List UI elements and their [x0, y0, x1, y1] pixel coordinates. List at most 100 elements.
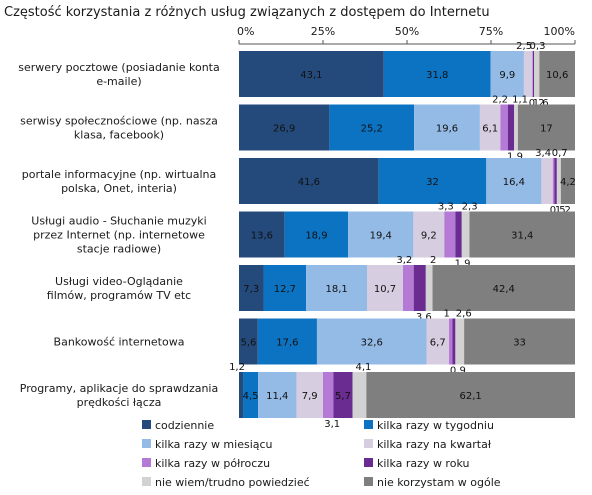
category-label: stacje radiowe): [77, 243, 161, 256]
legend-swatch: [142, 420, 151, 429]
category-label: Usługi audio - Słuchanie muzyki: [31, 215, 206, 228]
category-label: serwery pocztowe (posiadanie konta: [18, 61, 219, 74]
bar-segment: [366, 372, 575, 418]
legend-label: kilka razy w miesiącu: [155, 438, 273, 451]
bar-segment: [414, 104, 480, 151]
bar-segment: [517, 104, 575, 151]
bar-segment: [534, 51, 540, 97]
legend-label: nie wiem/trudno powiedzieć: [155, 476, 310, 489]
legend-label: kilka razy w roku: [377, 457, 469, 470]
legend-item: kilka razy w roku: [364, 457, 469, 470]
bar-segment: [507, 104, 515, 151]
bar-segment: [464, 318, 575, 365]
bar-segment: [239, 51, 384, 97]
data-label: 1: [443, 309, 449, 320]
bar-segment: [329, 104, 415, 151]
bar-segment: [348, 211, 414, 258]
bar-segment: [352, 372, 367, 418]
data-label: 2: [430, 255, 436, 266]
data-label: 41,6: [298, 177, 320, 188]
category-labels: serwery pocztowe (posiadanie kontae-mail…: [18, 61, 219, 409]
data-label: 19,4: [370, 231, 392, 242]
data-label: 32,6: [361, 338, 383, 349]
data-label: 10,6: [546, 70, 568, 81]
data-label: 42,4: [493, 284, 515, 295]
data-label: 2,6: [456, 309, 472, 320]
bar-segment: [449, 318, 453, 365]
data-label: 3,3: [438, 202, 454, 213]
bar-segment: [432, 265, 575, 311]
data-label: 13,6: [251, 231, 273, 242]
data-label: 3,1: [324, 419, 340, 430]
data-label: 5,7: [335, 391, 351, 402]
data-label: 1,9: [507, 152, 523, 163]
bar-segment: [258, 372, 297, 418]
legend-item: codziennie: [142, 419, 214, 432]
data-label: 0,2: [529, 98, 545, 109]
bar-segment: [239, 211, 285, 258]
legend-label: kilka razy na kwartał: [377, 438, 492, 451]
data-label: 3,2: [396, 255, 412, 266]
data-label: 16,4: [503, 177, 525, 188]
legend-item: nie korzystam w ogóle: [364, 476, 501, 489]
data-label: 11,4: [266, 391, 288, 402]
bar-segment: [425, 265, 433, 311]
bar-segment: [532, 51, 533, 97]
data-label: 6,1: [482, 124, 498, 135]
bar-segment: [316, 318, 427, 365]
data-label: 3,6: [416, 312, 432, 323]
legend: codziennie kilka razy w tygodniu kilka raz…: [142, 419, 501, 489]
x-tick-label: 50%: [395, 25, 419, 38]
data-label: 9,9: [499, 70, 515, 81]
data-label: 18,1: [325, 284, 347, 295]
category-label: klasa, facebook): [74, 129, 164, 142]
bar-segment: [490, 51, 524, 97]
data-label: 32: [426, 177, 439, 188]
data-label: 26,9: [273, 124, 295, 135]
x-axis: 0% 25% 50% 75% 100%: [237, 25, 576, 45]
legend-swatch: [364, 458, 373, 467]
x-tick-label: 0%: [237, 25, 254, 38]
data-label: 2,3: [462, 202, 478, 213]
data-label: 4,2: [560, 177, 576, 188]
category-label: polska, Onet, interia): [61, 182, 177, 195]
bar-segment: [461, 211, 470, 258]
bar-segment: [469, 211, 575, 258]
data-label: 5,6: [240, 338, 256, 349]
data-label: 0,5: [550, 205, 566, 216]
bar-segment: [383, 51, 491, 97]
data-label: 2,5: [516, 41, 532, 52]
bar-segment: [402, 265, 414, 311]
category-label: Programy, aplikacje do sprawdzania: [20, 382, 218, 395]
bar-segment: [378, 158, 487, 204]
data-label: 2,2: [492, 95, 508, 106]
legend-item: kilka razy na kwartał: [364, 438, 492, 451]
category-label: filmów, programów TV etc: [47, 289, 191, 302]
legend-item: kilka razy w tygodniu: [364, 419, 494, 432]
data-label: 9,2: [421, 231, 437, 242]
data-label: 62,1: [460, 391, 482, 402]
data-label: 4,1: [356, 362, 372, 373]
legend-swatch: [364, 477, 373, 486]
bar-segment: [333, 372, 353, 418]
legend-item: kilka razy w miesiącu: [142, 438, 273, 451]
category-label: prędkości łącza: [77, 396, 162, 409]
data-label: 0,9: [450, 366, 466, 377]
bar-segment: [556, 158, 561, 204]
data-label: 31,8: [426, 70, 448, 81]
bar-segment: [323, 372, 334, 418]
category-label: przez Internet (np. internetowe: [33, 229, 205, 242]
data-label: 0,3: [530, 41, 546, 52]
data-label: 12,7: [274, 284, 296, 295]
bar-segment: [426, 318, 449, 365]
legend-item: kilka razy w półroczu: [142, 457, 270, 470]
category-label: serwisy społecznościowe (np. nasza: [20, 115, 218, 128]
bar-segment: [306, 265, 368, 311]
bar-segment: [554, 158, 557, 204]
chart-title: Częstość korzystania z różnych usług zwi…: [4, 5, 490, 20]
x-tick-label: 75%: [479, 25, 503, 38]
bar-segment: [452, 318, 456, 365]
category-label: e-maile): [96, 75, 141, 88]
bar-segment: [413, 211, 445, 258]
